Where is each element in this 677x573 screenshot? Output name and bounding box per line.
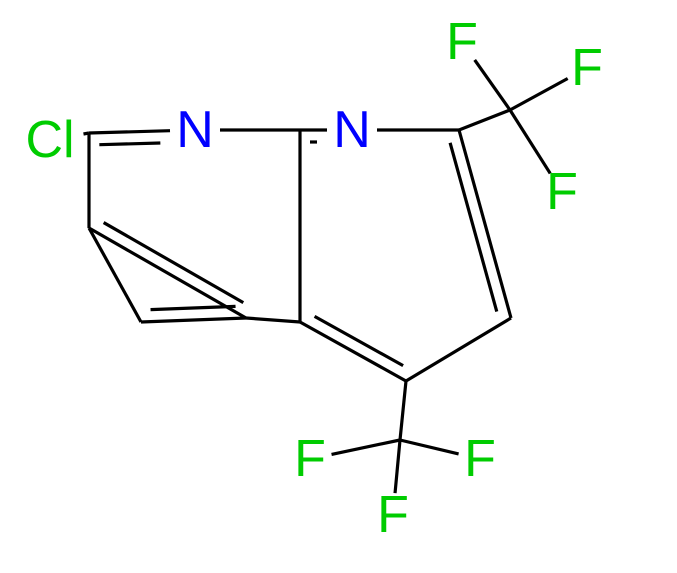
atom-label-f: F xyxy=(446,13,478,71)
atom-label-f: F xyxy=(571,39,603,97)
bond xyxy=(99,143,160,145)
atom-label-n: N xyxy=(176,101,214,159)
atom-label-n: N xyxy=(333,101,371,159)
atom-label-cl: Cl xyxy=(25,111,74,169)
atom-label-f: F xyxy=(464,430,496,488)
atom-label-f: F xyxy=(546,163,578,221)
molecule-diagram: ClNNFFFFFF xyxy=(0,0,677,573)
atom-label-f: F xyxy=(294,430,326,488)
atom-label-f: F xyxy=(377,486,409,544)
